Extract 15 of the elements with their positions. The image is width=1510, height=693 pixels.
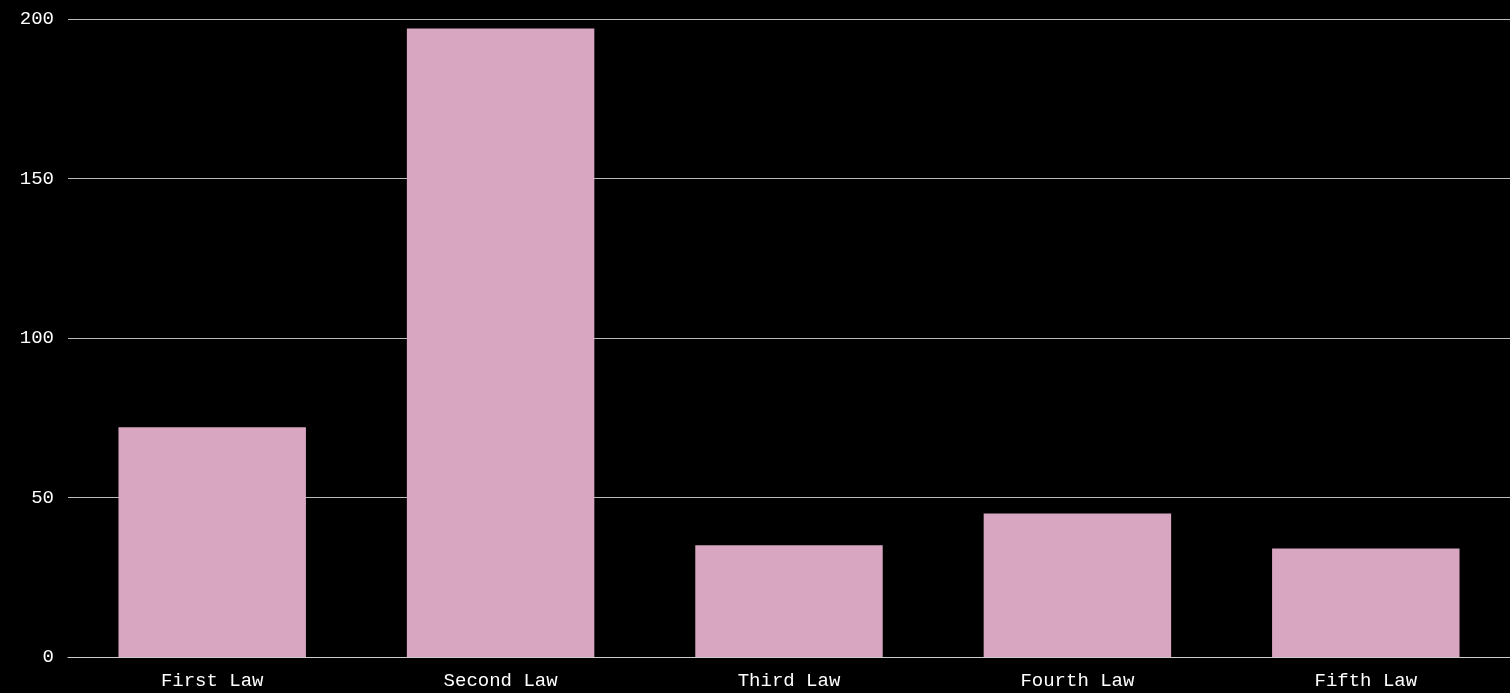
bar (983, 513, 1172, 657)
x-tick-label: First Law (160, 669, 265, 692)
y-tick-label: 200 (19, 8, 54, 30)
x-tick-label: Fifth Law (1314, 669, 1418, 692)
y-tick-label: 50 (31, 486, 54, 509)
y-tick-label: 100 (19, 327, 54, 349)
bar (118, 427, 306, 657)
y-tick-label: 150 (19, 167, 54, 190)
bar (1272, 548, 1460, 657)
y-tick-label: 0 (42, 646, 54, 668)
bar (406, 28, 595, 657)
bar (695, 545, 883, 657)
x-tick-label: Second Law (443, 669, 559, 692)
x-tick-label: Fourth Law (1020, 669, 1135, 692)
x-tick-label: Third Law (737, 669, 841, 692)
